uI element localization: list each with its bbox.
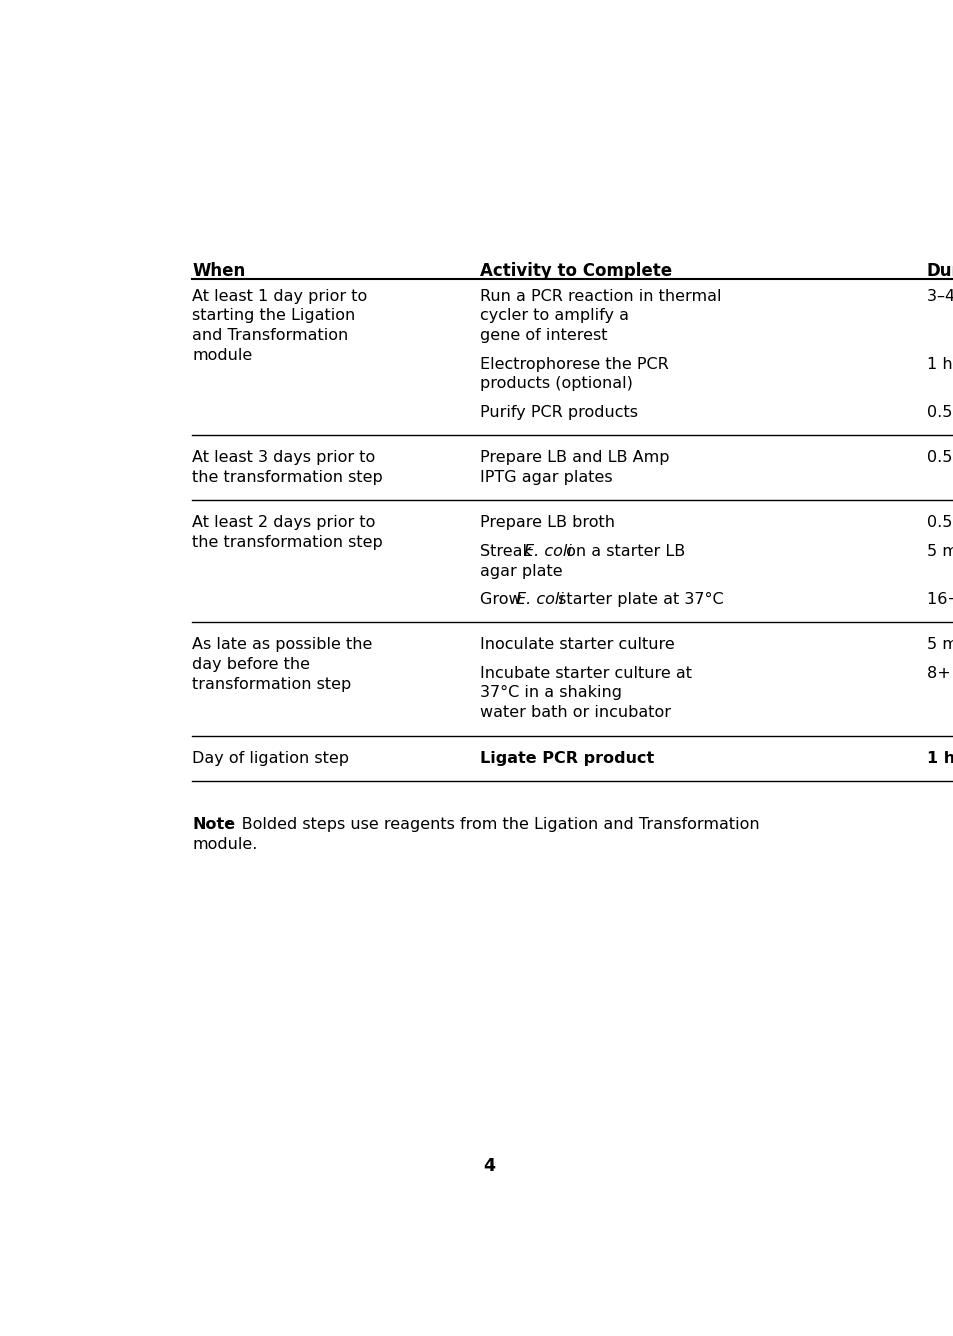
Text: Note: Note (193, 818, 235, 832)
Text: products (optional): products (optional) (479, 377, 632, 391)
Text: E. coli: E. coli (523, 544, 571, 558)
Text: At least 2 days prior to: At least 2 days prior to (193, 516, 375, 530)
Text: 37°C in a shaking: 37°C in a shaking (479, 685, 621, 700)
Text: water bath or incubator: water bath or incubator (479, 705, 670, 720)
Text: Duration: Duration (925, 262, 953, 281)
Text: Streak: Streak (479, 544, 537, 558)
Text: Run a PCR reaction in thermal: Run a PCR reaction in thermal (479, 289, 720, 303)
Text: Electrophorese the PCR: Electrophorese the PCR (479, 357, 668, 371)
Text: 1 h: 1 h (925, 357, 951, 371)
Text: Prepare LB broth: Prepare LB broth (479, 516, 614, 530)
Text: Prepare LB and LB Amp: Prepare LB and LB Amp (479, 450, 669, 465)
Text: Day of ligation step: Day of ligation step (193, 751, 349, 766)
Text: agar plate: agar plate (479, 564, 562, 578)
Text: At least 1 day prior to: At least 1 day prior to (193, 289, 367, 303)
Text: module.: module. (193, 838, 257, 852)
Text: and Transformation: and Transformation (193, 329, 349, 343)
Text: starting the Ligation: starting the Ligation (193, 309, 355, 323)
Text: As late as possible the: As late as possible the (193, 637, 373, 652)
Text: 0.5 h: 0.5 h (925, 405, 953, 420)
Text: IPTG agar plates: IPTG agar plates (479, 470, 612, 485)
Text: 4: 4 (482, 1157, 495, 1174)
Text: :  Bolded steps use reagents from the Ligation and Transformation: : Bolded steps use reagents from the Lig… (226, 818, 759, 832)
Text: 0.5 h: 0.5 h (925, 450, 953, 465)
Text: the transformation step: the transformation step (193, 536, 383, 550)
Text: 8+ h: 8+ h (925, 665, 953, 680)
Text: At least 3 days prior to: At least 3 days prior to (193, 450, 375, 465)
Text: Activity to Complete: Activity to Complete (479, 262, 671, 281)
Text: 5 min: 5 min (925, 544, 953, 558)
Text: 1 h: 1 h (925, 751, 953, 766)
Text: Inoculate starter culture: Inoculate starter culture (479, 637, 674, 652)
Text: Ligate PCR product: Ligate PCR product (479, 751, 654, 766)
Text: gene of interest: gene of interest (479, 329, 607, 343)
Text: 0.5 h: 0.5 h (925, 516, 953, 530)
Text: 5 min: 5 min (925, 637, 953, 652)
Text: E. coli: E. coli (516, 592, 563, 607)
Text: on a starter LB: on a starter LB (560, 544, 684, 558)
Text: the transformation step: the transformation step (193, 470, 383, 485)
Text: day before the: day before the (193, 657, 310, 672)
Text: Grow: Grow (479, 592, 526, 607)
Text: Incubate starter culture at: Incubate starter culture at (479, 665, 691, 680)
Text: starter plate at 37°C: starter plate at 37°C (553, 592, 723, 607)
Text: cycler to amplify a: cycler to amplify a (479, 309, 628, 323)
Text: 16+ h: 16+ h (925, 592, 953, 607)
Text: module: module (193, 347, 253, 363)
Text: 3–4 h: 3–4 h (925, 289, 953, 303)
Text: When: When (193, 262, 246, 281)
Text: transformation step: transformation step (193, 677, 352, 692)
Text: Purify PCR products: Purify PCR products (479, 405, 638, 420)
